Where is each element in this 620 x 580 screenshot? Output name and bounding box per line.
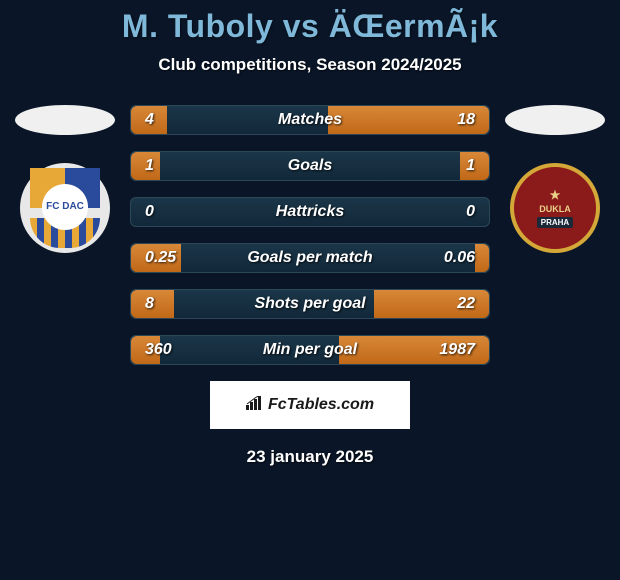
right-badge-graphic: ★ DUKLA PRAHA (537, 188, 573, 229)
stat-fill-right (475, 244, 489, 272)
stats-column: 4 Matches 18 1 Goals 1 0 Hattricks 0 0.25 Goals pe… (130, 105, 490, 365)
stat-value-right: 0 (466, 203, 475, 221)
right-badge-text-bottom: PRAHA (537, 217, 573, 229)
stat-value-left: 0 (145, 203, 154, 221)
stat-value-right: 0.06 (444, 249, 475, 267)
left-badge-graphic: FC DAC (30, 168, 100, 248)
stat-value-right: 22 (457, 295, 475, 313)
subtitle: Club competitions, Season 2024/2025 (0, 55, 620, 75)
brand-footer: FcTables.com (210, 381, 410, 429)
stat-row: 0 Hattricks 0 (130, 197, 490, 227)
chart-icon (246, 396, 264, 415)
stat-value-left: 8 (145, 295, 154, 313)
stat-label: Matches (278, 111, 342, 129)
date-text: 23 january 2025 (0, 447, 620, 467)
infographic-container: M. Tuboly vs ÄŒermÃ¡k Club competitions,… (0, 0, 620, 467)
comparison-title: M. Tuboly vs ÄŒermÃ¡k (0, 8, 620, 45)
stat-row: 4 Matches 18 (130, 105, 490, 135)
left-badge-text: FC DAC (42, 184, 88, 230)
stat-value-right: 1 (466, 157, 475, 175)
left-player-col: FC DAC (10, 105, 120, 253)
left-team-badge: FC DAC (20, 163, 110, 253)
stat-value-right: 18 (457, 111, 475, 129)
stat-row: 360 Min per goal 1987 (130, 335, 490, 365)
stat-row: 0.25 Goals per match 0.06 (130, 243, 490, 273)
stat-row: 1 Goals 1 (130, 151, 490, 181)
stat-label: Min per goal (263, 341, 357, 359)
right-player-photo-placeholder (505, 105, 605, 135)
stat-value-left: 0.25 (145, 249, 176, 267)
right-player-col: ★ DUKLA PRAHA (500, 105, 610, 253)
stat-label: Goals (288, 157, 332, 175)
left-player-photo-placeholder (15, 105, 115, 135)
brand-text: FcTables.com (268, 396, 374, 414)
stat-label: Hattricks (276, 203, 344, 221)
stat-value-left: 1 (145, 157, 154, 175)
right-team-badge: ★ DUKLA PRAHA (510, 163, 600, 253)
body-wrap: FC DAC 4 Matches 18 1 Goals 1 0 Hattricks 0 0.25 G… (0, 105, 620, 365)
stat-row: 8 Shots per goal 22 (130, 289, 490, 319)
stat-label: Shots per goal (254, 295, 365, 313)
stat-value-right: 1987 (439, 341, 475, 359)
stat-value-left: 4 (145, 111, 154, 129)
right-badge-text-top: DUKLA (537, 204, 573, 215)
stat-label: Goals per match (247, 249, 372, 267)
stat-value-left: 360 (145, 341, 172, 359)
star-icon: ★ (537, 188, 573, 202)
